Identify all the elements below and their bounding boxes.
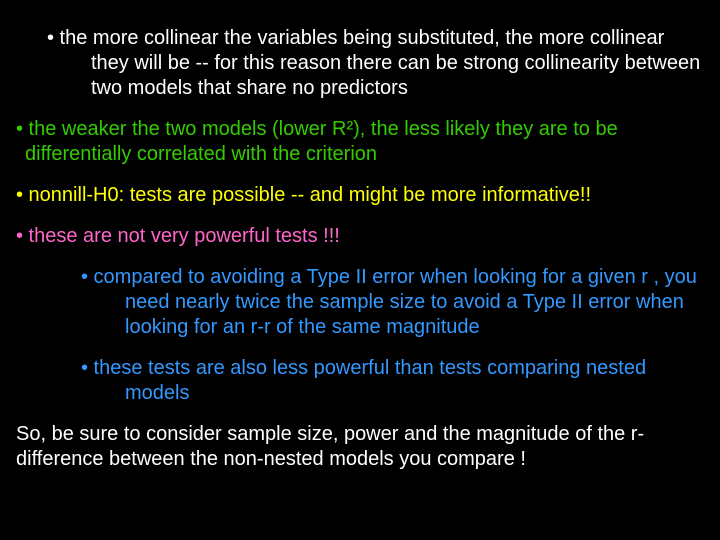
bullet-not-powerful: • these are not very powerful tests !!! [16,224,704,249]
slide: • the more collinear the variables being… [0,0,720,540]
bullet-nested: • these tests are also less powerful tha… [16,356,704,406]
bullet-type-ii: • compared to avoiding a Type II error w… [16,265,704,340]
bullet-weaker-models: • the weaker the two models (lower R²), … [16,117,704,167]
bullet-nonnill: • nonnill-H0: tests are possible -- and … [16,183,704,208]
closing-text: So, be sure to consider sample size, pow… [16,422,704,472]
bullet-collinear: • the more collinear the variables being… [16,26,704,101]
